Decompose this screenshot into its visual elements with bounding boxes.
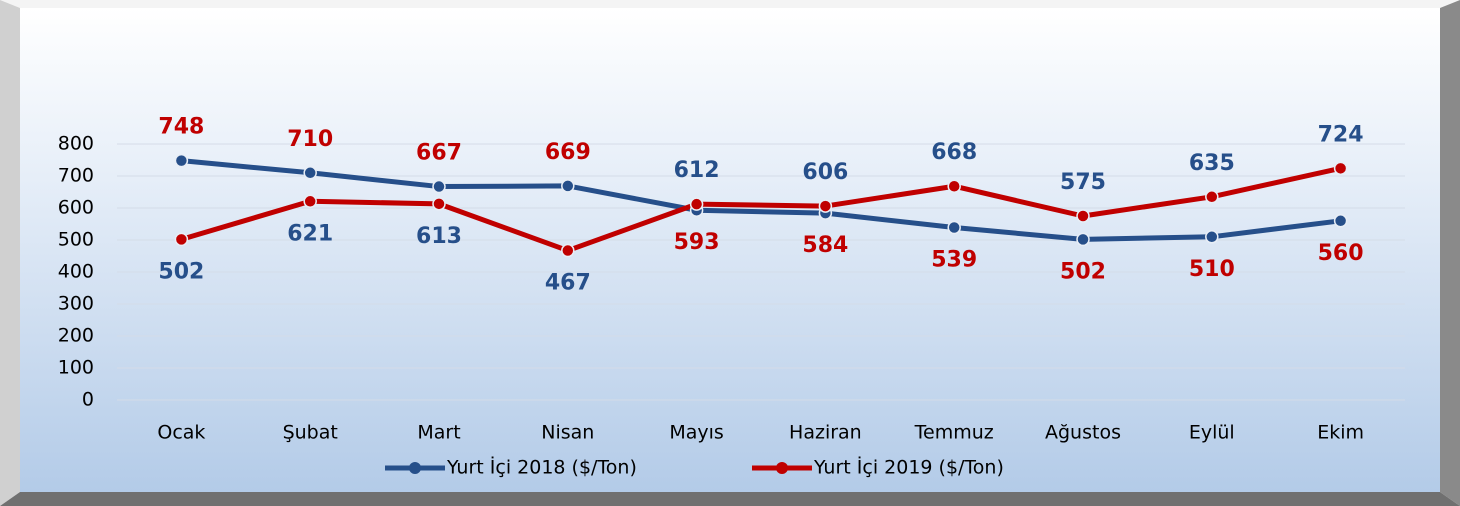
y-tick-label: 300 — [58, 293, 94, 315]
data-point — [1076, 209, 1090, 223]
legend-label: Yurt İçi 2019 ($/Ton) — [813, 456, 1004, 479]
data-label: 575 — [1060, 170, 1106, 195]
data-point — [947, 220, 961, 235]
data-label: 612 — [674, 158, 720, 183]
data-point — [303, 194, 317, 209]
x-tick-label: Eylül — [1189, 422, 1235, 444]
y-tick-label: 500 — [58, 229, 94, 251]
data-label: 539 — [931, 248, 977, 273]
frame — [0, 0, 1460, 8]
data-label: 668 — [931, 140, 977, 165]
y-tick-label: 100 — [58, 357, 94, 379]
x-tick-label: Şubat — [283, 422, 338, 444]
x-tick-label: Mayıs — [669, 422, 723, 444]
frame — [0, 0, 20, 506]
data-label: 560 — [1318, 241, 1364, 266]
data-label: 635 — [1189, 151, 1235, 176]
data-label: 502 — [158, 259, 204, 284]
x-tick-label: Ocak — [157, 422, 205, 444]
series-line — [181, 158, 1341, 242]
x-tick-label: Ekim — [1317, 422, 1364, 444]
y-tick-label: 700 — [58, 165, 94, 187]
data-label: 606 — [802, 160, 848, 185]
data-label: 593 — [674, 230, 720, 255]
frame — [0, 492, 1460, 506]
legend-marker — [409, 462, 421, 474]
x-tick-label: Haziran — [789, 422, 862, 444]
data-point — [432, 179, 446, 194]
data-point — [1076, 232, 1090, 247]
data-point — [1333, 161, 1348, 176]
data-point — [1333, 214, 1348, 228]
data-point — [174, 232, 189, 247]
series-line — [180, 165, 1342, 254]
data-point — [432, 197, 446, 211]
x-tick-label: Mart — [417, 422, 460, 444]
data-point — [561, 243, 575, 258]
data-label: 502 — [1060, 259, 1106, 284]
plot-background — [20, 8, 1440, 492]
data-point — [689, 197, 704, 211]
data-point — [1205, 190, 1219, 204]
data-label: 613 — [416, 224, 462, 249]
data-label: 667 — [416, 141, 462, 166]
data-label: 584 — [802, 233, 848, 258]
data-point — [174, 153, 189, 168]
legend-marker — [776, 462, 788, 474]
legend-label: Yurt İçi 2018 ($/Ton) — [446, 456, 637, 479]
y-tick-label: 800 — [58, 133, 94, 155]
data-point — [947, 179, 961, 193]
y-tick-label: 0 — [82, 389, 94, 411]
x-tick-label: Ağustos — [1045, 422, 1121, 444]
y-tick-label: 400 — [58, 261, 94, 283]
data-point — [1205, 230, 1219, 244]
data-label: 748 — [158, 115, 204, 140]
y-tick-label: 200 — [58, 325, 94, 347]
x-tick-label: Temmuz — [914, 422, 994, 444]
data-point — [303, 166, 317, 180]
data-label: 621 — [287, 221, 333, 246]
data-label: 467 — [545, 271, 591, 296]
data-label: 510 — [1189, 257, 1235, 282]
y-tick-label: 600 — [58, 197, 94, 219]
data-label: 724 — [1318, 122, 1364, 147]
data-point — [561, 179, 575, 193]
data-label: 710 — [287, 127, 333, 152]
data-label: 669 — [545, 140, 591, 165]
data-point — [818, 199, 833, 213]
x-tick-label: Nisan — [541, 422, 594, 444]
frame — [1440, 0, 1460, 506]
